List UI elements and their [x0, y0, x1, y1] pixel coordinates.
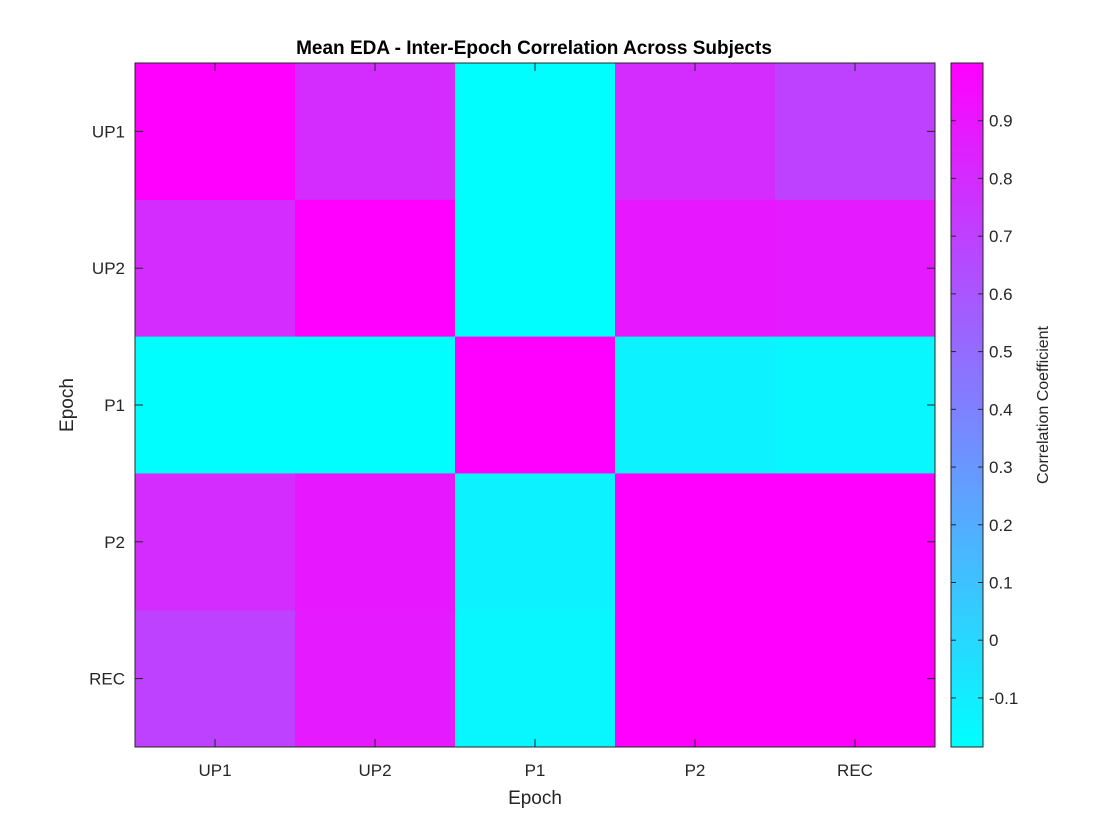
heatmap-cell-up2-p2: [615, 200, 776, 337]
heatmap-cell-rec-p2: [615, 610, 776, 747]
heatmap-cell-p2-up2: [295, 473, 456, 610]
heatmap-cell-p1-up2: [295, 337, 456, 474]
heatmap-cell-up2-rec: [775, 200, 936, 337]
colorbar-tick-label: 0.7: [989, 227, 1013, 246]
heatmap-cell-up1-p2: [615, 63, 776, 200]
heatmap-cell-p1-rec: [775, 337, 936, 474]
heatmap-cell-up1-up2: [295, 63, 456, 200]
heatmap-cell-up2-p1: [455, 200, 616, 337]
colorbar: [951, 63, 983, 747]
heatmap-cell-up1-up1: [135, 63, 296, 200]
heatmap-cell-rec-up2: [295, 610, 456, 747]
heatmap-cell-up1-p1: [455, 63, 616, 200]
heatmap-cell-p1-p2: [615, 337, 776, 474]
heatmap-cell-up2-up2: [295, 200, 456, 337]
y-axis-label: Epoch: [57, 378, 78, 432]
colorbar-tick-label: 0.8: [989, 169, 1013, 188]
y-tick-label: UP2: [92, 259, 125, 278]
heatmap-cell-rec-up1: [135, 610, 296, 747]
colorbar-tick-label: 0.5: [989, 343, 1013, 362]
heatmap-cell-p1-p1: [455, 337, 616, 474]
colorbar-tick-label: 0.1: [989, 573, 1013, 592]
chart-title: Mean EDA - Inter-Epoch Correlation Acros…: [296, 38, 772, 59]
heatmap-plot-area: [135, 63, 936, 748]
x-axis-label: Epoch: [508, 788, 562, 809]
x-tick-label: P1: [525, 761, 546, 780]
heatmap-cell-rec-rec: [775, 610, 936, 747]
heatmap-cell-p2-rec: [775, 473, 936, 610]
y-tick-label: P1: [104, 396, 125, 415]
colorbar-label: Correlation Coefficient: [1035, 325, 1052, 484]
x-tick-label: P2: [685, 761, 706, 780]
x-tick-label: UP2: [358, 761, 391, 780]
colorbar-tick-label: -0.1: [989, 689, 1018, 708]
x-tick-label: REC: [837, 761, 873, 780]
y-tick-label: REC: [89, 670, 125, 689]
y-tick-label: P2: [104, 533, 125, 552]
colorbar-tick-label: 0.9: [989, 112, 1013, 131]
heatmap-cell-p2-p1: [455, 473, 616, 610]
colorbar-tick-label: 0.3: [989, 458, 1013, 477]
colorbar-tick-label: 0.4: [989, 400, 1013, 419]
colorbar-tick-label: 0: [989, 631, 998, 650]
heatmap-cell-p2-up1: [135, 473, 296, 610]
colorbar-tick-label: 0.2: [989, 516, 1013, 535]
heatmap-cell-up2-up1: [135, 200, 296, 337]
heatmap-cell-p1-up1: [135, 337, 296, 474]
heatmap-cell-p2-p2: [615, 473, 776, 610]
x-tick-label: UP1: [198, 761, 231, 780]
y-tick-label: UP1: [92, 122, 125, 141]
heatmap-cell-up1-rec: [775, 63, 936, 200]
colorbar-tick-label: 0.6: [989, 285, 1013, 304]
heatmap-cell-rec-p1: [455, 610, 616, 747]
